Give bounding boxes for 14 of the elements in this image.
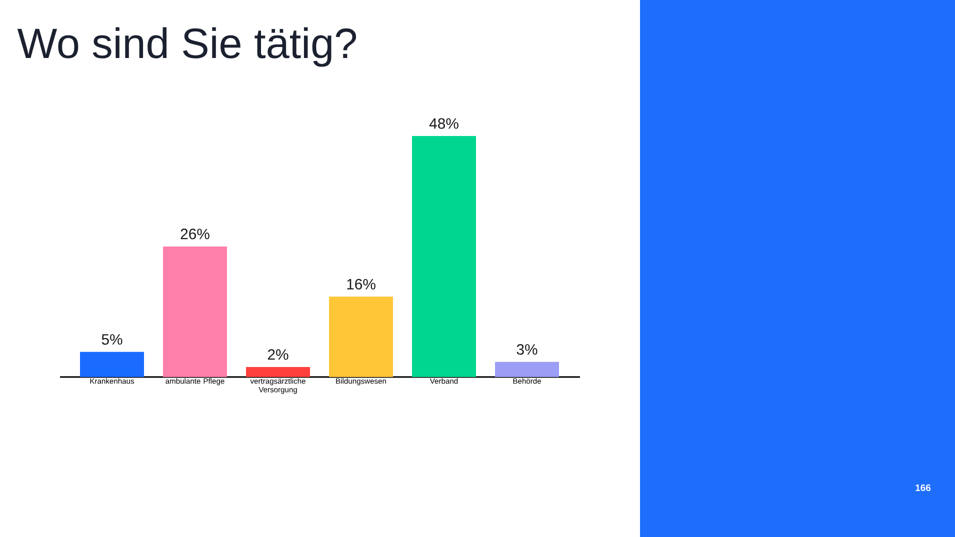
bar [412,136,476,377]
data-label: 48% [429,118,458,129]
bar [246,366,310,377]
text: 166 [916,484,931,492]
data-label: 5% [102,334,122,345]
data-label: 26% [180,228,210,240]
data-label: 16% [347,278,376,290]
bar [80,352,144,377]
bar [329,296,394,377]
data-label: 3% [516,344,538,355]
bar [495,362,560,377]
chart-title: Wo sind Sie tätig? [17,27,356,67]
data-label: 2% [268,349,288,360]
bar [163,246,228,377]
